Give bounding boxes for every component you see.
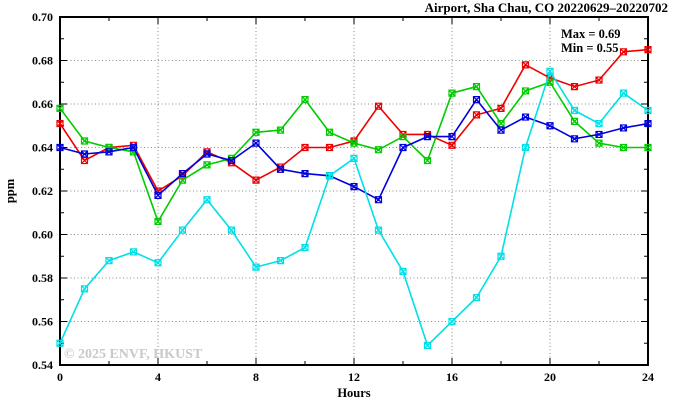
y-tick-label: 0.68 [32,54,53,68]
series-green-line [59,81,648,224]
y-tick-label: 0.54 [32,358,53,372]
x-tick-label: 24 [642,370,654,384]
y-tick-label: 0.60 [32,228,53,242]
min-annotation: Min = 0.55 [561,41,618,55]
x-axis-label: Hours [337,386,370,400]
x-tick-label: 12 [348,370,360,384]
x-tick-label: 20 [544,370,556,384]
series-cyan-markers [56,67,652,350]
tick-labels: 0 4 8 12 16 20 24 0.54 0.56 0.58 0.60 0.62 0.64 0.66 0… [32,10,654,384]
max-annotation: Max = 0.69 [561,27,621,41]
y-tick-label: 0.62 [32,184,53,198]
x-tick-label: 4 [155,370,161,384]
x-tick-label: 8 [253,370,259,384]
y-tick-label: 0.70 [32,10,53,24]
x-tick-label: 16 [446,370,458,384]
watermark: © 2025 ENVF, HKUST [64,347,203,362]
y-axis-label: ppm [3,178,17,203]
y-tick-label: 0.56 [32,315,53,329]
grid-lines [60,17,648,365]
data-series [56,46,652,350]
series-red-line [59,48,649,193]
x-tick-label: 0 [57,370,63,384]
y-tick-label: 0.66 [32,97,53,111]
series-blue-line [59,98,649,201]
y-tick-label: 0.64 [32,141,53,155]
chart-title: Airport, Sha Chau, CO 20220629–20220702 [425,0,668,15]
y-tick-label: 0.58 [32,271,53,285]
axis-ticks [59,16,649,366]
